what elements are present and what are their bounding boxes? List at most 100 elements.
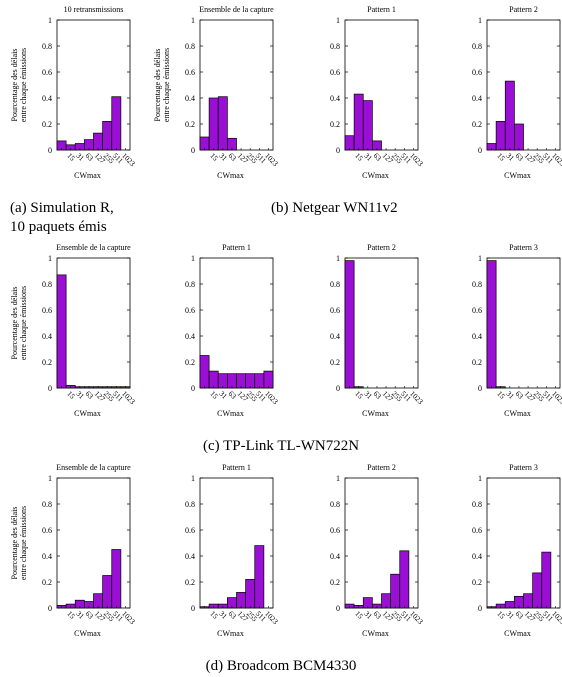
- x-tick-label: 31: [362, 151, 374, 163]
- chart-title: Ensemble de la capture: [56, 243, 131, 252]
- x-axis-label: CWmax: [74, 409, 101, 418]
- x-axis-label: CWmax: [217, 409, 244, 418]
- y-tick-label: 0: [478, 604, 482, 613]
- x-tick-label: 63: [372, 609, 384, 621]
- y-axis-label: Pourcentage des délais: [153, 49, 162, 122]
- y-tick-label: 1: [191, 16, 195, 25]
- y-tick-label: 0.8: [472, 280, 482, 289]
- bar-31: [217, 373, 228, 389]
- bar-127: [523, 593, 533, 609]
- y-axis-label: entre chaque émissions: [19, 286, 28, 360]
- chart-title: Pattern 1: [367, 5, 396, 14]
- y-axis-label: Pourcentage des délais: [10, 49, 19, 122]
- y-tick-label: 1: [478, 474, 482, 483]
- y-tick-label: 0: [336, 604, 340, 613]
- bar-7: [56, 274, 67, 389]
- y-tick-label: 0.2: [185, 358, 195, 367]
- bar-127: [93, 132, 103, 151]
- bar-127: [381, 593, 391, 609]
- bar-511: [111, 96, 122, 151]
- x-tick-label: 63: [227, 609, 239, 621]
- y-tick-label: 0.4: [185, 332, 195, 341]
- y-tick-label: 0.8: [472, 500, 482, 509]
- y-tick-label: 1: [336, 474, 340, 483]
- y-tick-label: 0: [48, 604, 52, 613]
- x-tick-label: 63: [84, 151, 96, 163]
- y-tick-label: 1: [191, 254, 195, 263]
- x-tick-label: 31: [74, 609, 86, 621]
- bar-511: [399, 550, 410, 609]
- y-tick-label: 1: [478, 16, 482, 25]
- x-tick-label: 1023: [408, 609, 425, 626]
- x-tick-label: 1023: [263, 389, 280, 406]
- x-tick-label: 1023: [550, 151, 562, 168]
- x-tick-label: 31: [362, 389, 374, 401]
- y-tick-label: 0: [191, 384, 195, 393]
- x-tick-label: 63: [227, 151, 239, 163]
- bar-127: [236, 592, 246, 609]
- x-axis-label: CWmax: [74, 629, 101, 638]
- y-tick-label: 0.2: [42, 120, 52, 129]
- y-tick-label: 0.8: [330, 500, 340, 509]
- bar-7: [344, 260, 355, 389]
- y-tick-label: 0.4: [42, 94, 52, 103]
- x-tick-label: 63: [227, 389, 239, 401]
- bar-127: [93, 593, 103, 609]
- bar-1023: [263, 370, 274, 389]
- y-axis-label: entre chaque émissions: [19, 48, 28, 122]
- x-tick-label: 1023: [408, 389, 425, 406]
- chart-panel-10: Pattern 100.20.40.60.8115316312725551110…: [185, 463, 280, 638]
- bar-255: [102, 121, 113, 151]
- x-tick-label: 15: [65, 389, 77, 401]
- y-tick-label: 0.8: [42, 500, 52, 509]
- chart-title: Ensemble de la capture: [199, 5, 274, 14]
- y-tick-label: 0.2: [185, 120, 195, 129]
- y-tick-label: 0: [191, 146, 195, 155]
- chart-panel-3: Pattern 100.20.40.60.8115316312725551110…: [330, 5, 425, 180]
- chart-panel-5: Ensemble de la capture 0 0.2 0.4 0.6 0.8 1 Pour…: [10, 243, 137, 418]
- y-tick-label: 0.6: [472, 526, 482, 535]
- chart-title: Pattern 2: [367, 243, 396, 252]
- y-tick-label: 0.4: [330, 552, 340, 561]
- chart-panel-7: Pattern 200.20.40.60.8115316312725551110…: [330, 243, 425, 418]
- y-tick-label: 0.6: [330, 306, 340, 315]
- axes-frame: [344, 257, 419, 389]
- y-tick-label: 0.4: [42, 552, 52, 561]
- bar-511: [541, 551, 552, 609]
- y-tick-label: 0.4: [472, 332, 482, 341]
- bar-255: [102, 575, 113, 609]
- caption-d: (d) Broadcom BCM4330: [205, 658, 357, 674]
- y-tick-label: 0: [478, 146, 482, 155]
- y-tick-label: 1: [336, 254, 340, 263]
- y-tick-label: 1: [191, 474, 195, 483]
- axes-frame: [486, 257, 561, 389]
- y-tick-label: 0: [191, 604, 195, 613]
- y-tick-label: 1: [478, 254, 482, 263]
- bar-7: [486, 260, 497, 389]
- y-tick-label: 0.6: [42, 526, 52, 535]
- x-axis-label: CWmax: [74, 171, 101, 180]
- chart-title: Pattern 2: [367, 463, 396, 472]
- bar-31: [362, 100, 373, 151]
- y-tick-label: 0.2: [330, 120, 340, 129]
- x-tick-label: 31: [504, 151, 516, 163]
- chart-title: Pattern 3: [509, 463, 538, 472]
- x-tick-label: 31: [74, 151, 86, 163]
- y-tick-label: 0.8: [472, 42, 482, 51]
- bar-15: [208, 370, 219, 389]
- x-tick-label: 63: [84, 609, 96, 621]
- y-tick-label: 1: [48, 474, 52, 483]
- chart-panel-1: 10 retransmissions 0 0.2 0.4 0.6 0.8 1 Pourcent…: [10, 5, 137, 180]
- chart-title: Pattern 1: [222, 463, 251, 472]
- bar-511: [111, 549, 122, 609]
- y-tick-label: 0: [48, 384, 52, 393]
- x-tick-label: 31: [217, 389, 229, 401]
- y-tick-label: 0.8: [42, 42, 52, 51]
- y-tick-label: 1: [48, 16, 52, 25]
- bar-31: [217, 96, 228, 151]
- bar-63: [514, 123, 524, 151]
- x-tick-label: 63: [372, 151, 384, 163]
- x-axis-label: CWmax: [362, 171, 389, 180]
- chart-title: Pattern 3: [509, 243, 538, 252]
- x-tick-label: 1023: [408, 151, 425, 168]
